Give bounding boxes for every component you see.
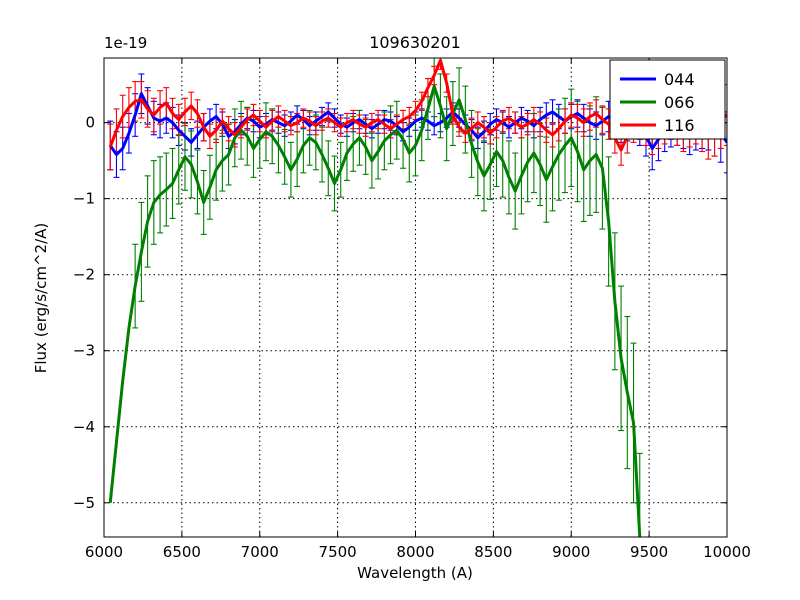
y-tick-label: −5 (73, 494, 95, 512)
plot-title: 109630201 (369, 33, 461, 52)
legend-label-116[interactable]: 116 (664, 116, 695, 135)
series-line-116 (108, 58, 727, 152)
legend-label-066[interactable]: 066 (664, 93, 695, 112)
y-tick-label: −4 (73, 418, 95, 436)
x-tick-label: 8500 (474, 543, 512, 561)
x-tick-label: 8000 (396, 543, 434, 561)
x-axis-label: Wavelength (A) (357, 564, 473, 582)
legend-label-044[interactable]: 044 (664, 70, 695, 89)
y-tick-label: −3 (73, 342, 95, 360)
y-axis-ticks: 0 −1 −2 −3 −4 −5 (73, 114, 727, 512)
x-tick-label: 6000 (85, 543, 123, 561)
x-tick-label: 7500 (319, 543, 357, 561)
y-axis-offset-label: 1e-19 (104, 34, 147, 52)
x-tick-label: 9500 (630, 543, 668, 561)
x-tick-label: 6500 (163, 543, 201, 561)
y-tick-label: 0 (85, 114, 95, 132)
legend[interactable]: 044 066 116 (609, 59, 726, 140)
y-tick-label: −2 (73, 266, 95, 284)
x-tick-label: 7000 (241, 543, 279, 561)
x-tick-label: 9000 (552, 543, 590, 561)
y-tick-label: −1 (73, 190, 95, 208)
y-axis-label: Flux (erg/s/cm^2/A) (32, 223, 50, 374)
x-tick-label: 10000 (703, 543, 751, 561)
series-line-066 (108, 84, 642, 537)
x-axis-ticks: 6000 6500 7000 7500 8000 8500 9000 9500 10000 (85, 58, 751, 561)
